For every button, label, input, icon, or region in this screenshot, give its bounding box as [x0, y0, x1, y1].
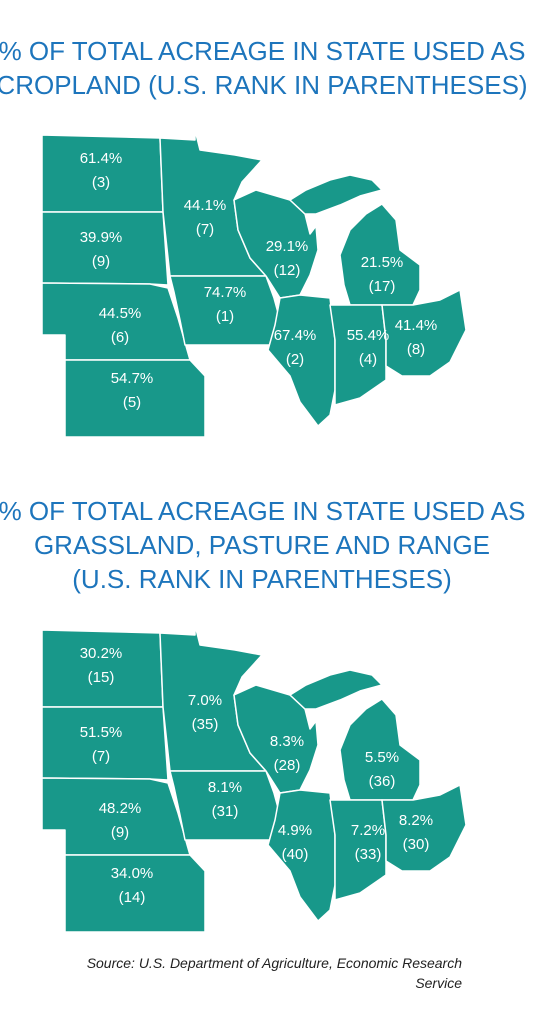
state-rank: (36): [369, 773, 396, 790]
map-title: (U.S. RANK IN PARENTHESES): [72, 564, 451, 594]
state-rank: (12): [274, 262, 301, 279]
state-rank: (33): [355, 846, 382, 863]
map-title: % OF TOTAL ACREAGE IN STATE USED AS: [0, 36, 525, 66]
state-rank: (3): [92, 174, 110, 191]
state-value: 44.1%: [184, 197, 227, 214]
map-title: GRASSLAND, PASTURE AND RANGE: [34, 530, 490, 560]
state-value: 39.9%: [80, 229, 123, 246]
state-value: 67.4%: [274, 327, 317, 344]
state-rank: (1): [216, 308, 234, 325]
state-rank: (30): [403, 836, 430, 853]
state-value: 55.4%: [347, 327, 390, 344]
state-rank: (7): [196, 221, 214, 238]
state-rank: (7): [92, 748, 110, 765]
state-value: 5.5%: [365, 749, 399, 766]
state-value: 61.4%: [80, 150, 123, 167]
state-rank: (31): [212, 803, 239, 820]
state-value: 8.2%: [399, 812, 433, 829]
state-value: 7.0%: [188, 692, 222, 709]
state-value: 41.4%: [395, 317, 438, 334]
state-rank: (15): [88, 669, 115, 686]
state-value: 44.5%: [99, 305, 142, 322]
state-rank: (5): [123, 394, 141, 411]
source-note: Service: [415, 975, 462, 991]
state-rank: (4): [359, 351, 377, 368]
state-rank: (2): [286, 351, 304, 368]
map-title: CROPLAND (U.S. RANK IN PARENTHESES): [0, 70, 528, 100]
state-rank: (17): [369, 278, 396, 295]
state-rank: (14): [119, 889, 146, 906]
state-value: 74.7%: [204, 284, 247, 301]
state-rank: (9): [111, 824, 129, 841]
state-value: 51.5%: [80, 724, 123, 741]
state-value: 7.2%: [351, 822, 385, 839]
state-value: 8.1%: [208, 779, 242, 796]
state-rank: (40): [282, 846, 309, 863]
state-value: 34.0%: [111, 865, 154, 882]
state-value: 54.7%: [111, 370, 154, 387]
state-rank: (28): [274, 757, 301, 774]
state-rank: (8): [407, 341, 425, 358]
state-value: 29.1%: [266, 238, 309, 255]
state-value: 30.2%: [80, 645, 123, 662]
source-note: Source: U.S. Department of Agriculture, …: [87, 955, 463, 971]
state-rank: (6): [111, 329, 129, 346]
state-value: 8.3%: [270, 733, 304, 750]
state-rank: (9): [92, 253, 110, 270]
state-rank: (35): [192, 716, 219, 733]
map-title: % OF TOTAL ACREAGE IN STATE USED AS: [0, 496, 525, 526]
state-value: 21.5%: [361, 254, 404, 271]
state-value: 4.9%: [278, 822, 312, 839]
state-value: 48.2%: [99, 800, 142, 817]
